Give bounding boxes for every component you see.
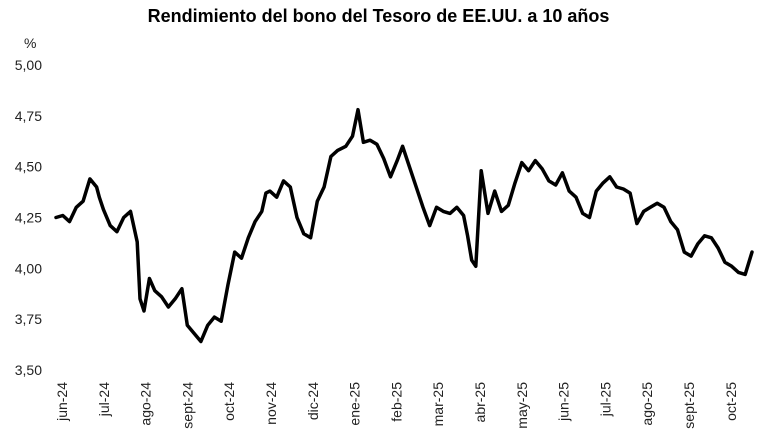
x-tick-label: abr-25 [472,382,488,423]
x-tick-label: ene-25 [347,382,363,426]
y-axis-unit-label: % [24,35,36,51]
chart-title: Rendimiento del bono del Tesoro de EE.UU… [147,6,610,26]
x-axis-ticks: jun-24 jul-24 ago-24 sept-24 oct-24 nov-24 dic… [54,382,739,429]
x-tick-label: sept-25 [681,382,697,429]
yield-series-line [54,107,754,344]
x-tick-label: ago-25 [639,382,655,426]
x-tick-label: jun-24 [54,382,70,422]
y-tick-label: 4,75 [15,108,42,124]
y-tick-label: 3,75 [15,311,42,327]
y-tick-label: 4,50 [15,159,42,175]
x-tick-label: nov-24 [263,382,279,425]
y-tick-label: 3,50 [15,362,42,378]
x-tick-label: jul-24 [96,382,112,417]
x-tick-label: oct-24 [221,382,237,421]
y-tick-label: 5,00 [15,57,42,73]
x-tick-label: feb-25 [388,382,404,422]
x-tick-label: jul-25 [597,382,613,417]
x-tick-label: jun-25 [556,382,572,422]
x-tick-label: oct-25 [723,382,739,421]
x-tick-label: ago-24 [138,382,154,426]
x-tick-label: dic-24 [305,382,321,420]
x-tick-label: mar-25 [430,382,446,427]
x-tick-label: sept-24 [179,382,195,429]
x-tick-label: may-25 [514,382,530,429]
y-tick-label: 4,00 [15,260,42,276]
y-axis-ticks: 5,00 4,75 4,50 4,25 4,00 3,75 3,50 [15,57,42,378]
y-tick-label: 4,25 [15,210,42,226]
